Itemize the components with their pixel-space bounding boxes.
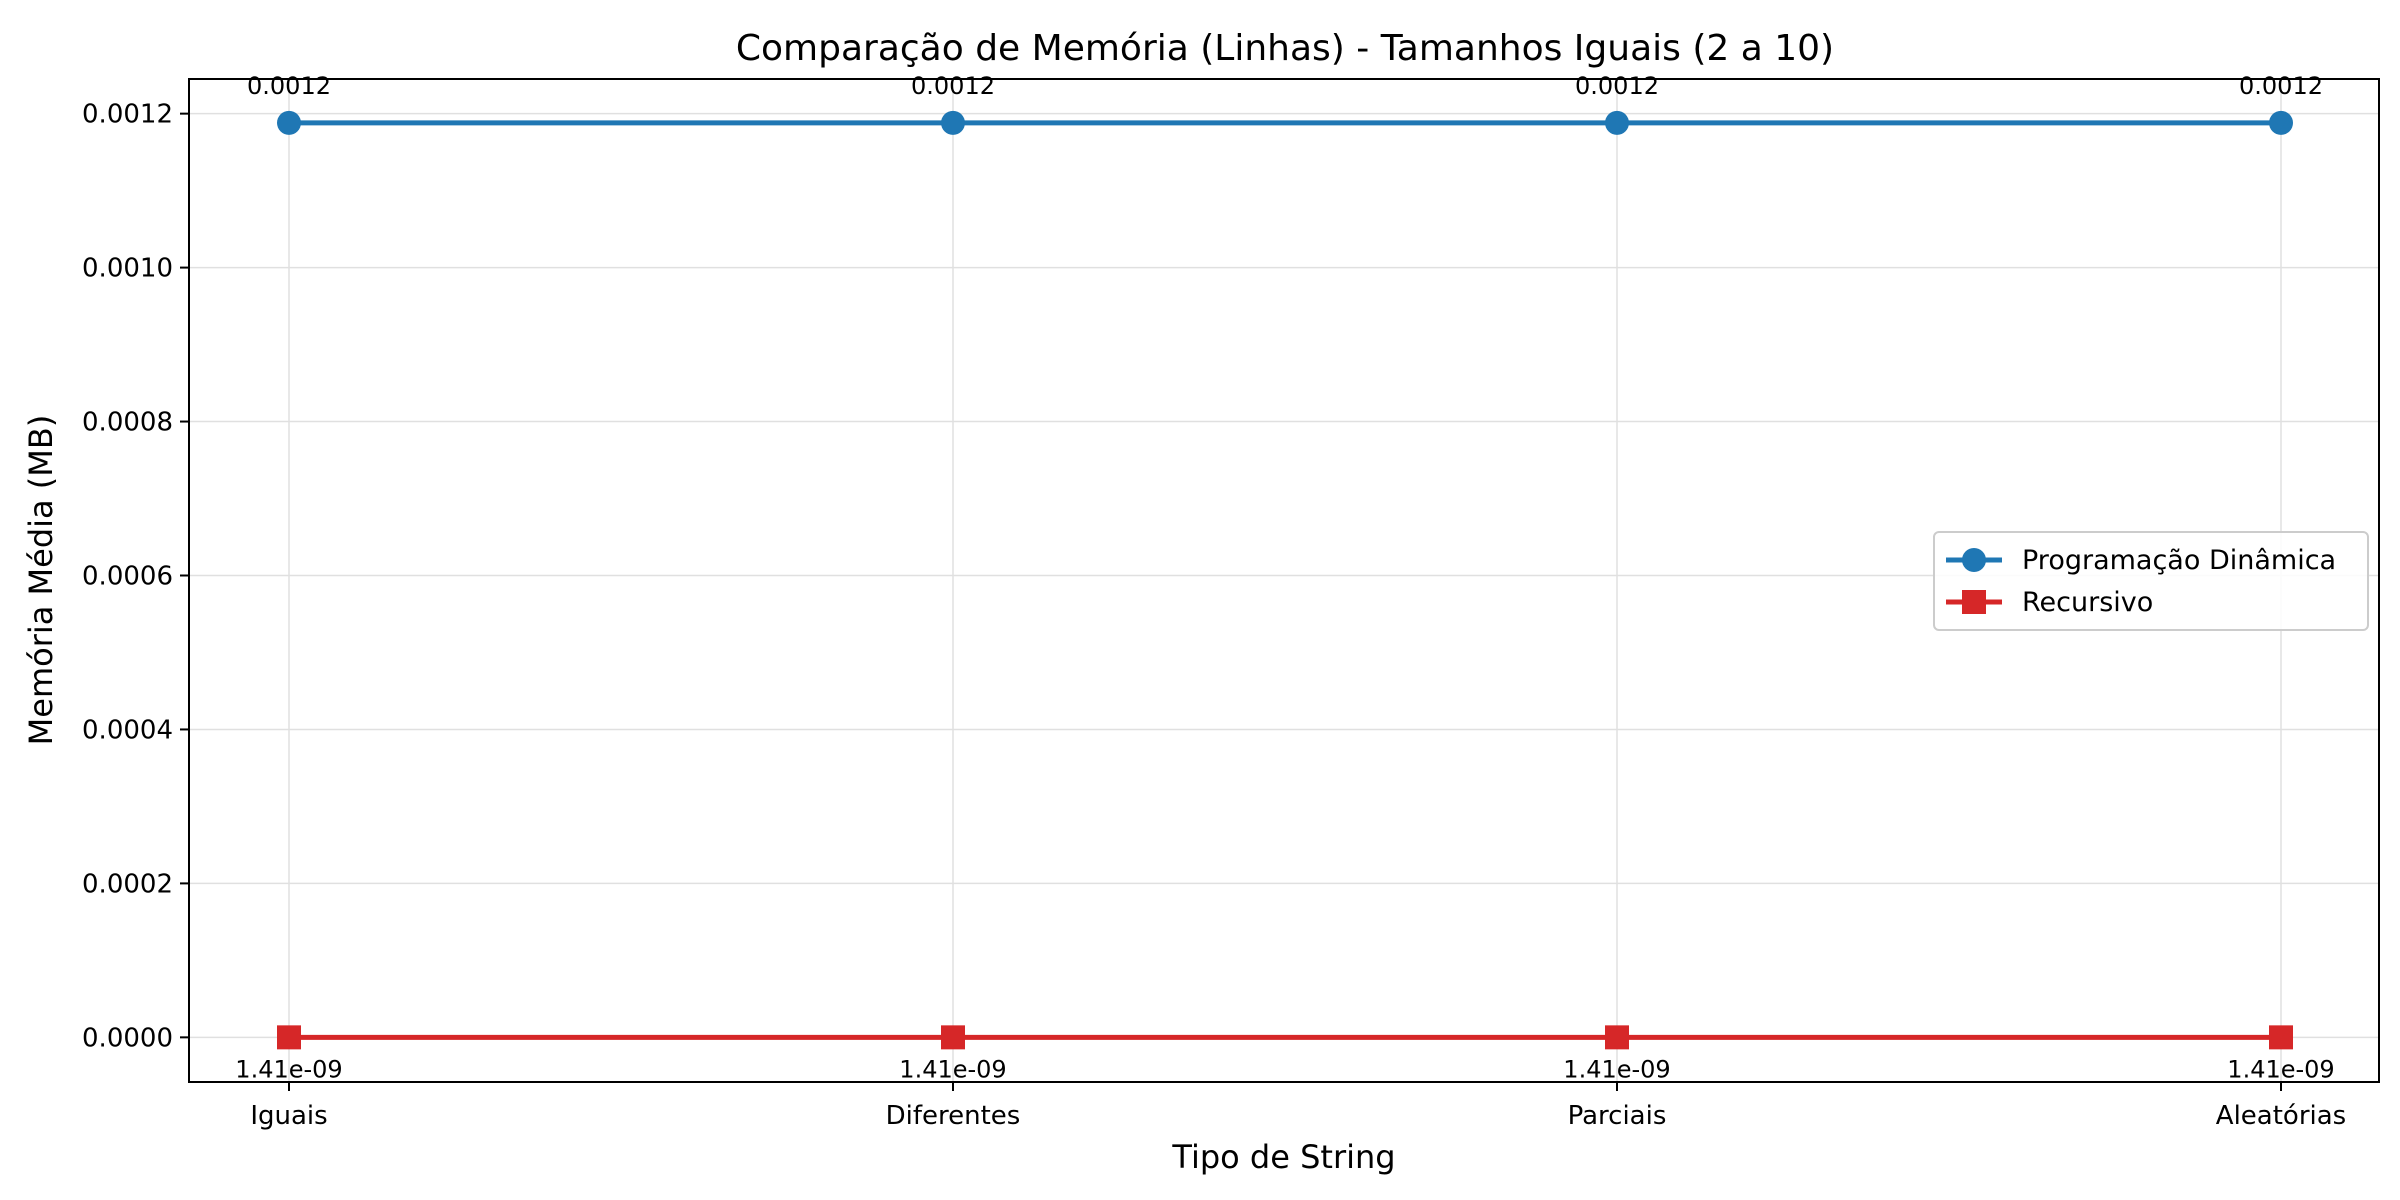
legend-label: Programação Dinâmica (2022, 545, 2336, 576)
data-label: 1.41e-09 (899, 1055, 1006, 1083)
data-point (1605, 110, 1629, 135)
x-tick-label: Diferentes (886, 1101, 1021, 1131)
data-label: 0.0012 (2239, 72, 2323, 100)
y-tick-label: 0.0000 (82, 1023, 173, 1053)
series-1: 0.0012 0.0012 0.0012 0.0012 (247, 72, 2323, 135)
data-point (1605, 1025, 1629, 1050)
legend-label: Recursivo (2022, 587, 2153, 618)
y-tick-label: 0.0002 (82, 869, 173, 899)
y-tick-label: 0.0004 (82, 715, 173, 745)
data-label: 0.0012 (1575, 72, 1659, 100)
y-tick-label: 0.0010 (82, 254, 173, 284)
data-point (277, 110, 301, 135)
x-axis-label: Tipo de String (1171, 1138, 1395, 1176)
plot-area-frame (188, 78, 2380, 1083)
y-tick-label: 0.0008 (82, 408, 173, 438)
data-label: 0.0012 (911, 72, 995, 100)
legend-item: Recursivo (1946, 587, 2153, 618)
legend-frame (1933, 531, 2369, 631)
chart-title: Comparação de Memória (Linhas) - Tamanho… (736, 28, 1834, 69)
data-point (2269, 1025, 2293, 1050)
data-point (941, 1025, 965, 1050)
axis-ticks: Iguais Diferentes Parciais Aleatórias 0.0000… (82, 100, 2346, 1131)
legend-marker (1962, 548, 1986, 572)
data-label: 0.0012 (247, 72, 331, 100)
data-label: 1.41e-09 (235, 1055, 342, 1083)
data-point (941, 110, 965, 135)
series-2: 1.41e-09 1.41e-09 1.41e-09 1.41e-09 (235, 1025, 2335, 1083)
y-tick-label: 0.0006 (82, 561, 173, 591)
legend: Programação Dinâmica Recursivo (1933, 531, 2369, 631)
data-label: 1.41e-09 (2227, 1055, 2334, 1083)
y-tick-label: 0.0012 (82, 100, 173, 130)
data-point (277, 1025, 301, 1050)
legend-item: Programação Dinâmica (1946, 545, 2336, 576)
x-tick-label: Parciais (1568, 1101, 1667, 1131)
data-point (2269, 110, 2293, 135)
x-tick-label: Aleatórias (2216, 1101, 2346, 1131)
y-axis-label: Memória Média (MB) (22, 415, 60, 746)
x-tick-label: Iguais (250, 1101, 327, 1131)
data-label: 1.41e-09 (1563, 1055, 1670, 1083)
legend-marker (1962, 590, 1986, 614)
